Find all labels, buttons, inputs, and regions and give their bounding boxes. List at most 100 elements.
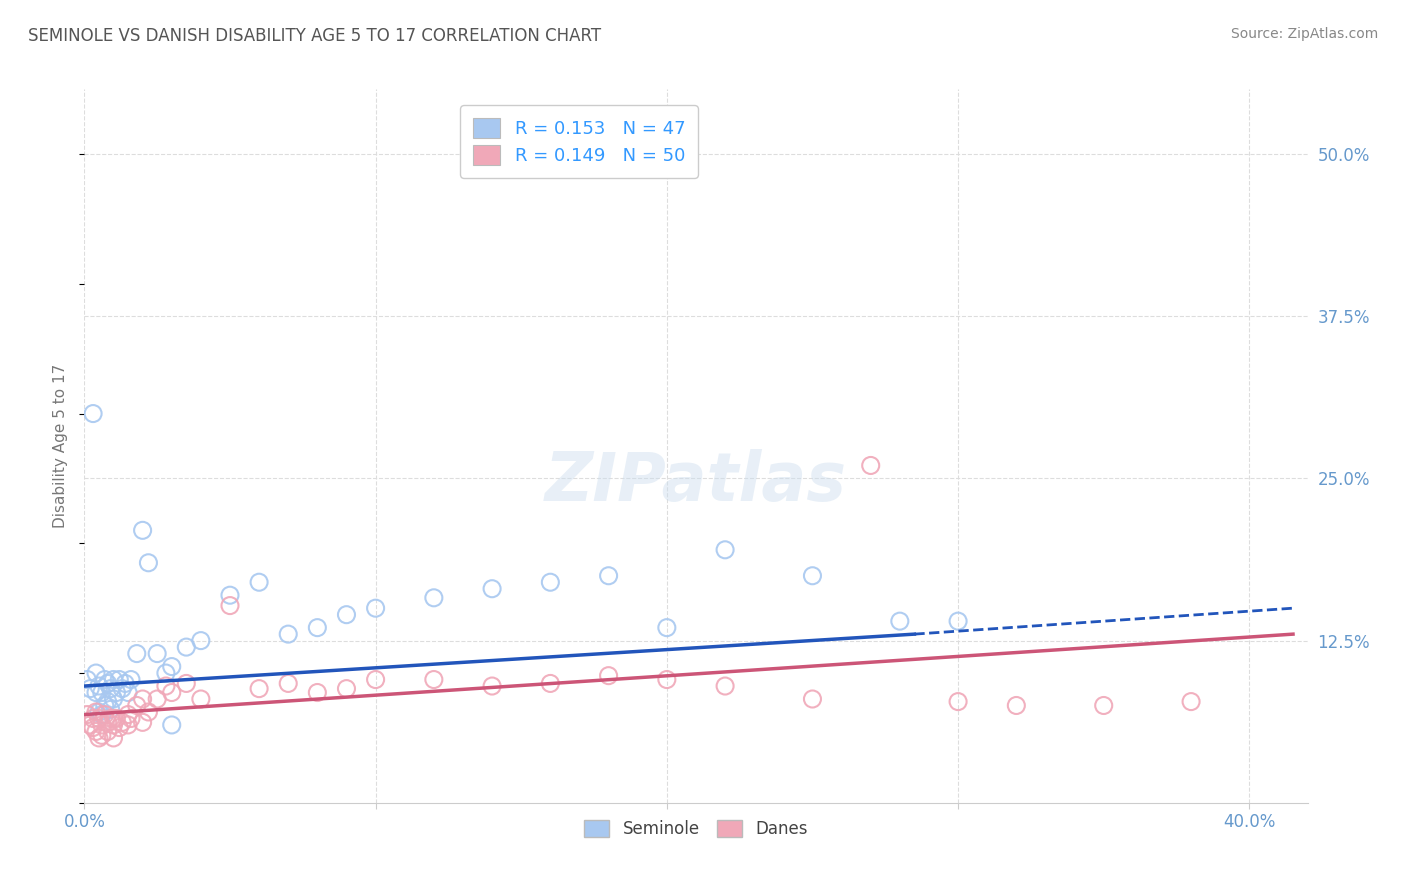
Point [190, 692, 212, 706]
Point [111, 715, 134, 730]
Point [335, 681, 357, 696]
Point [103, 673, 125, 687]
Point [103, 731, 125, 745]
Point [90, 718, 112, 732]
Point [82, 407, 104, 421]
Point [108, 721, 131, 735]
Point [190, 633, 212, 648]
Point [97, 724, 120, 739]
Point [125, 698, 148, 713]
Point [87, 679, 110, 693]
Point [174, 676, 197, 690]
Point [108, 673, 131, 687]
Point [219, 599, 242, 613]
Point [1092, 698, 1115, 713]
Point [84, 705, 107, 719]
Point [801, 568, 824, 582]
Point [335, 607, 357, 622]
Point [84, 685, 107, 699]
Point [90, 728, 112, 742]
Point [859, 458, 882, 473]
Point [76, 673, 98, 687]
Point [93, 673, 115, 687]
Point [93, 707, 115, 722]
Point [138, 705, 160, 719]
Point [131, 692, 153, 706]
Point [79, 718, 101, 732]
Point [714, 679, 737, 693]
Point [82, 721, 104, 735]
Point [93, 698, 115, 713]
Point [655, 621, 678, 635]
Point [538, 676, 561, 690]
Point [114, 676, 136, 690]
Point [138, 556, 160, 570]
Point [155, 666, 177, 681]
Y-axis label: Disability Age 5 to 17: Disability Age 5 to 17 [53, 364, 69, 528]
Point [946, 614, 969, 628]
Point [97, 695, 120, 709]
Point [307, 685, 329, 699]
Point [97, 676, 120, 690]
Point [87, 705, 110, 719]
Point [146, 647, 169, 661]
Point [364, 673, 387, 687]
Point [307, 621, 329, 635]
Point [160, 659, 183, 673]
Text: SEMINOLE VS DANISH DISABILITY AGE 5 TO 17 CORRELATION CHART: SEMINOLE VS DANISH DISABILITY AGE 5 TO 1… [28, 27, 602, 45]
Point [277, 676, 299, 690]
Point [146, 692, 169, 706]
Point [1005, 698, 1028, 713]
Point [423, 591, 446, 605]
Point [247, 681, 270, 696]
Point [82, 711, 104, 725]
Point [160, 718, 183, 732]
Point [481, 679, 503, 693]
Point [364, 601, 387, 615]
Point [120, 673, 142, 687]
Point [1180, 695, 1202, 709]
Text: Source: ZipAtlas.com: Source: ZipAtlas.com [1230, 27, 1378, 41]
Point [598, 568, 620, 582]
Point [946, 695, 969, 709]
Point [247, 575, 270, 590]
Point [117, 707, 139, 722]
Point [103, 711, 125, 725]
Point [174, 640, 197, 654]
Point [90, 685, 112, 699]
Point [117, 685, 139, 699]
Point [103, 718, 125, 732]
Point [277, 627, 299, 641]
Point [714, 542, 737, 557]
Point [889, 614, 911, 628]
Point [111, 681, 134, 696]
Point [219, 588, 242, 602]
Point [131, 524, 153, 538]
Point [655, 673, 678, 687]
Point [125, 647, 148, 661]
Point [538, 575, 561, 590]
Point [100, 702, 122, 716]
Point [155, 679, 177, 693]
Point [90, 707, 112, 722]
Point [84, 666, 107, 681]
Legend: Seminole, Danes: Seminole, Danes [578, 813, 814, 845]
Point [97, 715, 120, 730]
Point [84, 724, 107, 739]
Point [100, 711, 122, 725]
Point [131, 715, 153, 730]
Point [120, 711, 142, 725]
Point [105, 711, 128, 725]
Point [103, 692, 125, 706]
Point [105, 685, 128, 699]
Point [160, 685, 183, 699]
Text: ZIPatlas: ZIPatlas [546, 449, 846, 515]
Point [76, 707, 98, 722]
Point [481, 582, 503, 596]
Point [117, 718, 139, 732]
Point [87, 731, 110, 745]
Point [801, 692, 824, 706]
Point [87, 711, 110, 725]
Point [423, 673, 446, 687]
Point [598, 668, 620, 682]
